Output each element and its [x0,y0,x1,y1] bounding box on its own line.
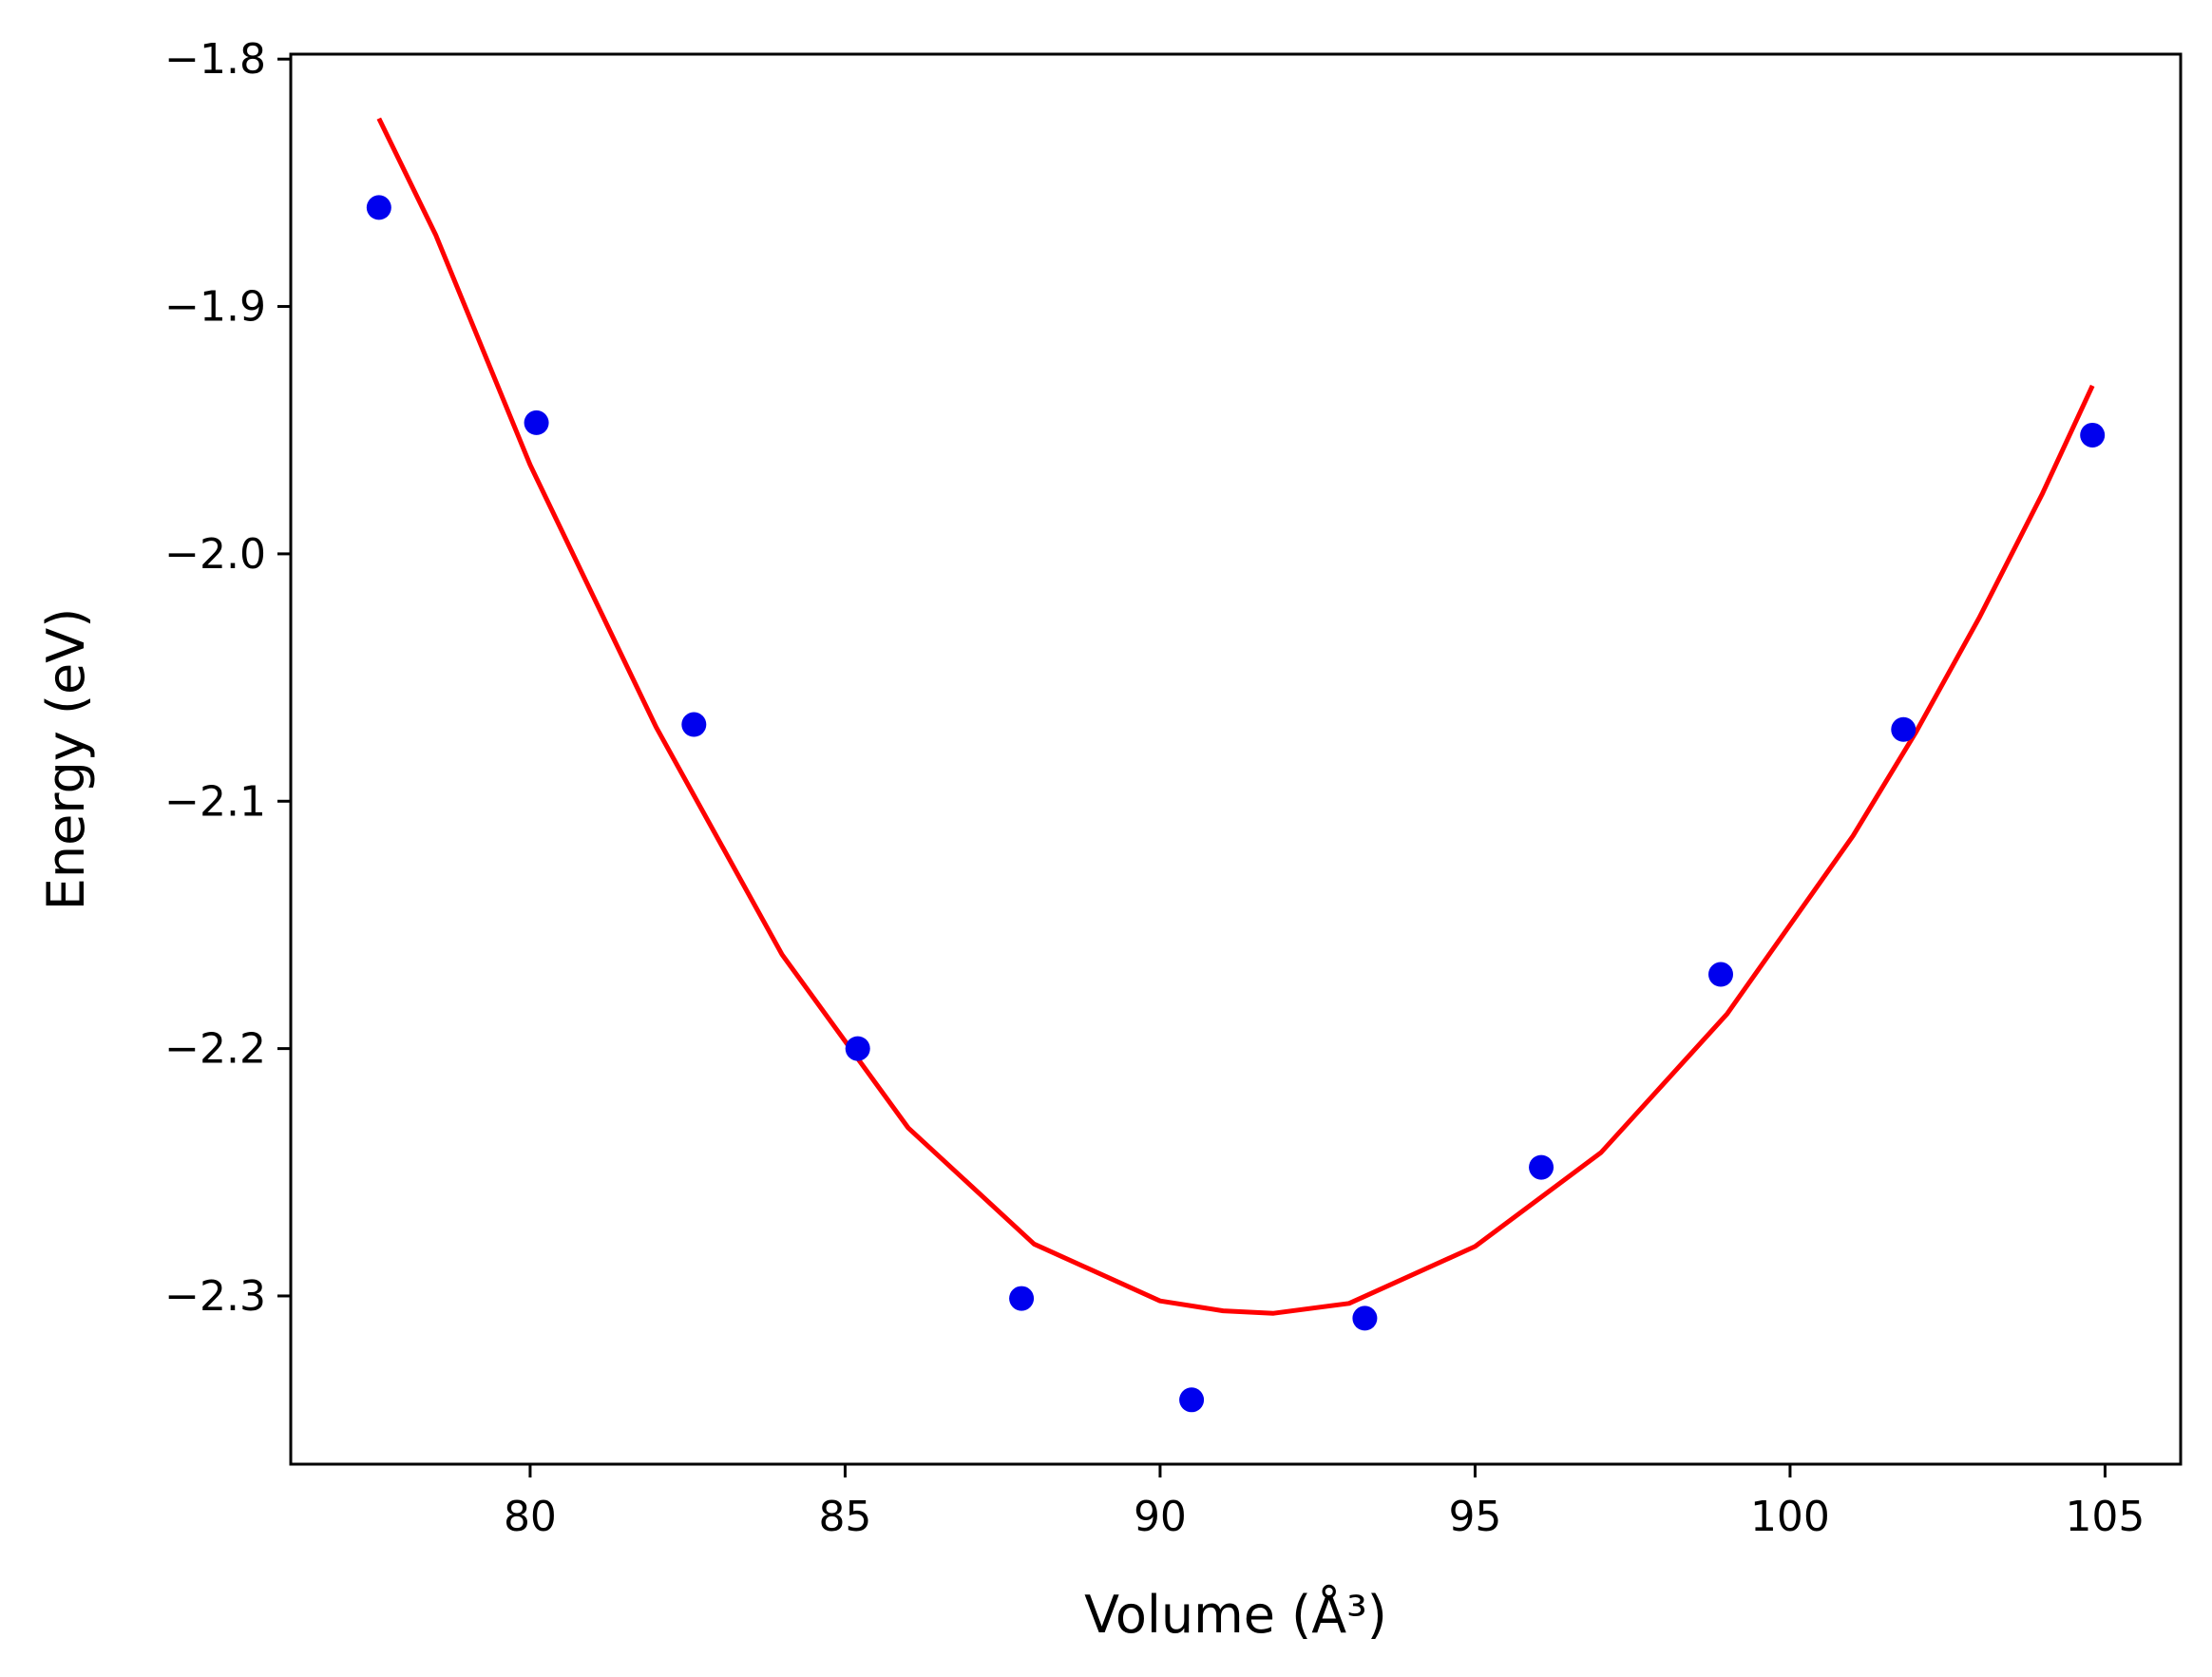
data-point [366,195,391,220]
data-point [1179,1387,1205,1413]
y-tick-label: −1.8 [164,35,266,84]
plot-frame [289,52,2183,1466]
x-tick-label: 85 [818,1493,871,1541]
y-tick-label: −2.2 [164,1025,266,1074]
x-axis-title: Volume (Å³) [1084,1584,1387,1645]
y-tick-label: −2.1 [164,777,266,826]
data-point [1708,962,1734,987]
data-point [1009,1286,1035,1311]
data-point [524,410,549,435]
data-point [2080,422,2106,448]
x-tick-label: 90 [1134,1493,1187,1541]
y-tick-label: −2.0 [164,530,266,579]
y-tick-label: −1.9 [164,283,266,332]
y-axis-title: Energy (eV) [36,608,96,911]
fit-curve [376,117,2095,1316]
data-point [681,712,707,737]
y-tick-label: −2.3 [164,1272,266,1321]
data-point [845,1036,870,1061]
data-point [1529,1154,1554,1180]
data-point [1352,1305,1378,1331]
plot-marks [366,117,2106,1413]
x-tick-label: 80 [504,1493,557,1541]
x-tick-label: 100 [1750,1493,1830,1541]
y-axis: −1.8 −1.9 −2.0 −2.1 −2.2 −2.3 [164,35,291,1321]
x-tick-label: 105 [2065,1493,2145,1541]
x-axis: 80 85 90 95 100 105 [504,1464,2145,1541]
data-point [1891,716,1916,742]
x-tick-label: 95 [1448,1493,1501,1541]
